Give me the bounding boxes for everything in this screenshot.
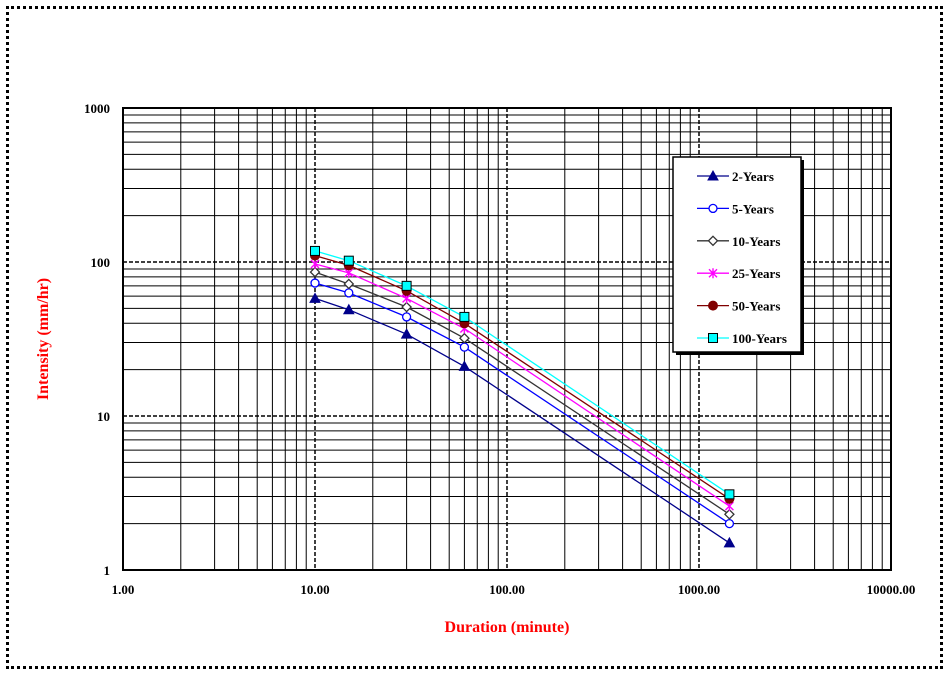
data-point: [343, 255, 354, 266]
x-tick-label: 1.00: [112, 582, 135, 597]
data-point: [401, 280, 412, 291]
data-point: [458, 332, 470, 344]
data-point: [724, 518, 735, 529]
x-tick-label: 10000.00: [867, 582, 916, 597]
legend-marker: [708, 300, 718, 311]
y-tick-label: 1000: [84, 101, 110, 116]
series-layer: [309, 245, 736, 548]
data-point: [344, 288, 354, 298]
series-line: [314, 297, 730, 544]
data-point: [310, 259, 320, 270]
y-tick-label: 100: [91, 255, 111, 270]
legend-marker: [707, 235, 719, 247]
legend-item: 50-Years: [697, 299, 780, 314]
legend-label: 10-Years: [732, 234, 780, 249]
legend-box: [672, 156, 802, 353]
data-point: [723, 508, 735, 520]
legend-label: 50-Years: [732, 299, 780, 314]
data-point: [723, 536, 736, 548]
legend-item: 10-Years: [697, 234, 780, 249]
series-5-years: [310, 278, 735, 529]
legend-label: 100-Years: [732, 331, 787, 346]
legend-label: 25-Years: [732, 266, 780, 281]
legend-marker: [708, 268, 718, 279]
data-point: [342, 303, 355, 315]
data-point: [459, 342, 470, 352]
data-point: [458, 360, 471, 371]
series-2-years: [309, 292, 736, 548]
data-point: [724, 489, 735, 500]
legend-item: 100-Years: [697, 331, 787, 346]
data-point: [400, 328, 413, 339]
legend-marker: [708, 333, 718, 343]
series-10-years: [309, 266, 735, 520]
x-tick-labels: 1.00 10.00 100.00 1000.00 10000.00: [112, 582, 916, 597]
data-point: [343, 278, 355, 290]
legend-item: 2-Years: [697, 169, 774, 184]
legend-marker: [707, 169, 719, 181]
x-tick-label: 10.00: [300, 582, 329, 597]
x-tick-label: 100.00: [489, 582, 525, 597]
x-tick-label: 1000.00: [678, 582, 720, 597]
data-point: [401, 312, 412, 322]
legend-label: 5-Years: [732, 201, 774, 216]
legend-marker: [708, 203, 718, 214]
y-tick-label: 10: [97, 409, 110, 424]
data-point: [310, 245, 320, 256]
data-point: [459, 311, 470, 322]
legend: 2-Years 5-Years 10-Years 25-Years 50-Years 10…: [672, 156, 804, 355]
y-axis-title: Intensity (mm/hr): [35, 278, 52, 400]
legend-label: 2-Years: [732, 169, 774, 184]
legend-item: 25-Years: [697, 266, 780, 281]
plot-area-border: [122, 107, 892, 571]
legend-item: 5-Years: [697, 201, 774, 216]
x-axis-title: Duration (minute): [445, 619, 570, 636]
y-tick-labels: 1 10 100 1000: [84, 101, 110, 578]
series-100-years: [310, 245, 735, 500]
legend-items: 2-Years 5-Years 10-Years 25-Years 50-Years 10…: [697, 169, 787, 346]
series-line: [314, 282, 730, 525]
data-point: [310, 278, 320, 288]
data-point: [309, 292, 321, 303]
y-tick-label: 1: [104, 563, 111, 578]
data-point: [401, 301, 413, 313]
data-point: [309, 266, 321, 278]
